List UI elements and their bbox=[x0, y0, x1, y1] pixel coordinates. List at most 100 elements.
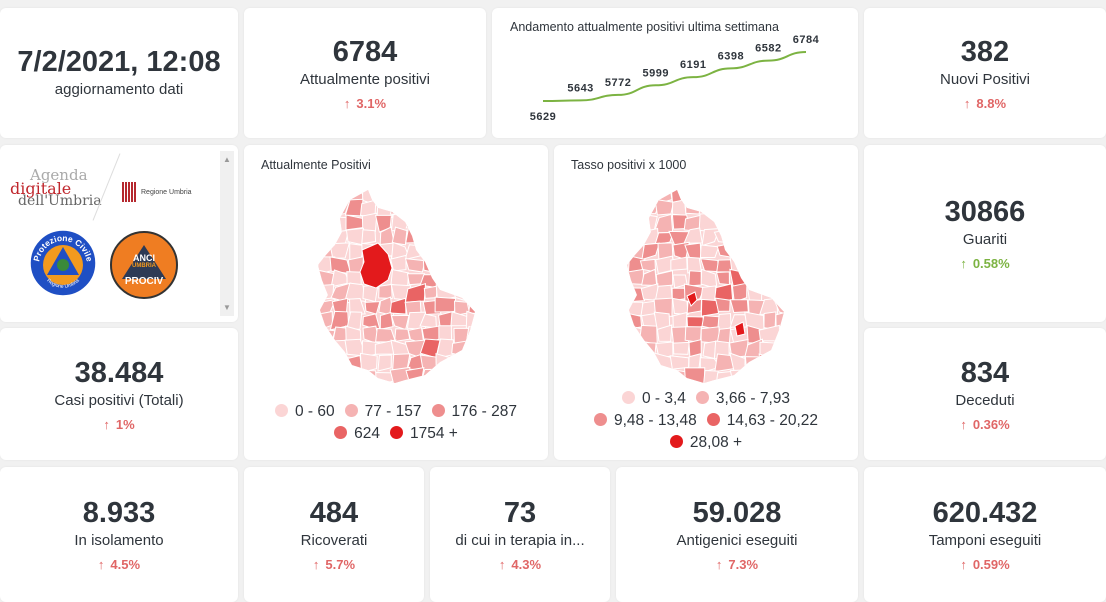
municipality[interactable] bbox=[671, 199, 687, 217]
municipality[interactable] bbox=[626, 228, 644, 248]
municipality[interactable] bbox=[389, 198, 411, 215]
municipality[interactable] bbox=[778, 254, 791, 275]
municipality[interactable] bbox=[422, 214, 438, 232]
municipality[interactable] bbox=[451, 187, 470, 206]
municipality[interactable] bbox=[759, 341, 781, 360]
municipality[interactable] bbox=[653, 297, 673, 317]
municipality[interactable] bbox=[438, 190, 457, 205]
municipality[interactable] bbox=[405, 214, 427, 229]
municipality[interactable] bbox=[424, 202, 440, 219]
municipality[interactable] bbox=[376, 186, 396, 201]
municipality[interactable] bbox=[329, 242, 351, 259]
municipality[interactable] bbox=[465, 354, 483, 374]
municipality[interactable] bbox=[627, 367, 641, 384]
municipality[interactable] bbox=[404, 200, 424, 220]
municipality[interactable] bbox=[453, 258, 470, 276]
municipality[interactable] bbox=[762, 269, 781, 288]
municipality[interactable] bbox=[688, 270, 702, 287]
municipality[interactable] bbox=[760, 367, 778, 383]
municipality[interactable] bbox=[778, 340, 789, 359]
municipality[interactable] bbox=[729, 369, 750, 385]
municipality[interactable] bbox=[684, 367, 706, 387]
municipality[interactable] bbox=[731, 243, 751, 262]
municipality[interactable] bbox=[748, 241, 763, 259]
municipality[interactable] bbox=[465, 272, 483, 290]
municipality[interactable] bbox=[714, 297, 731, 312]
legend-item[interactable]: 0 - 60 bbox=[274, 401, 335, 423]
municipality[interactable] bbox=[419, 240, 438, 262]
municipality[interactable] bbox=[316, 328, 336, 346]
municipality[interactable] bbox=[775, 368, 795, 386]
municipality[interactable] bbox=[453, 242, 472, 260]
municipality[interactable] bbox=[344, 282, 367, 303]
municipality[interactable] bbox=[762, 198, 781, 220]
legend-item[interactable]: 176 - 287 bbox=[431, 401, 517, 423]
municipality[interactable] bbox=[758, 259, 780, 271]
municipality[interactable] bbox=[778, 326, 794, 344]
municipality[interactable] bbox=[405, 227, 425, 244]
municipality[interactable] bbox=[624, 186, 645, 202]
municipality[interactable] bbox=[627, 343, 645, 360]
municipality[interactable] bbox=[435, 367, 455, 384]
municipality[interactable] bbox=[467, 296, 484, 315]
municipality[interactable] bbox=[716, 213, 734, 233]
municipality-perugia[interactable] bbox=[359, 242, 393, 289]
municipality[interactable] bbox=[702, 185, 719, 204]
municipality[interactable] bbox=[451, 367, 467, 386]
municipality[interactable] bbox=[641, 214, 658, 232]
municipality[interactable] bbox=[331, 381, 352, 395]
municipality[interactable] bbox=[391, 226, 408, 246]
municipality[interactable] bbox=[318, 354, 335, 369]
municipality[interactable] bbox=[452, 214, 471, 233]
municipality[interactable] bbox=[437, 241, 454, 257]
municipality[interactable] bbox=[729, 299, 749, 314]
municipality[interactable] bbox=[377, 354, 392, 372]
municipality[interactable] bbox=[702, 369, 719, 386]
municipality[interactable] bbox=[732, 226, 751, 246]
municipality[interactable] bbox=[422, 254, 439, 274]
municipality[interactable] bbox=[434, 296, 457, 313]
municipality[interactable] bbox=[731, 282, 748, 303]
municipality[interactable] bbox=[438, 258, 455, 275]
scroll-up-icon[interactable]: ▲ bbox=[223, 155, 231, 164]
municipality[interactable] bbox=[716, 186, 733, 204]
municipality[interactable] bbox=[331, 357, 351, 370]
municipality[interactable] bbox=[449, 202, 469, 219]
municipality[interactable] bbox=[777, 212, 792, 233]
municipality[interactable] bbox=[669, 355, 690, 370]
municipality[interactable] bbox=[672, 297, 689, 316]
municipality[interactable] bbox=[761, 241, 779, 261]
municipality[interactable] bbox=[653, 367, 671, 385]
municipality[interactable] bbox=[715, 203, 735, 218]
legend-item[interactable]: 1754 + bbox=[390, 423, 458, 445]
municipality[interactable] bbox=[468, 286, 481, 300]
municipality[interactable] bbox=[466, 186, 486, 204]
municipality[interactable] bbox=[394, 328, 411, 343]
municipality[interactable] bbox=[450, 380, 472, 395]
municipality[interactable] bbox=[467, 382, 485, 395]
municipality[interactable] bbox=[627, 200, 646, 217]
municipality[interactable] bbox=[359, 352, 378, 374]
municipality[interactable] bbox=[468, 338, 485, 358]
municipality[interactable] bbox=[729, 212, 751, 232]
municipality[interactable] bbox=[626, 325, 643, 343]
legend-item[interactable]: 14,63 - 20,22 bbox=[706, 410, 818, 432]
municipality-perugia[interactable] bbox=[686, 291, 698, 307]
municipality[interactable] bbox=[625, 354, 646, 371]
municipality[interactable] bbox=[389, 366, 411, 384]
municipality[interactable] bbox=[405, 367, 425, 386]
municipality[interactable] bbox=[683, 186, 704, 205]
municipality[interactable] bbox=[638, 352, 658, 372]
umbria-map-positivi[interactable] bbox=[244, 145, 548, 395]
legend-item[interactable]: 9,48 - 13,48 bbox=[593, 410, 697, 432]
municipality[interactable] bbox=[361, 229, 377, 245]
legend-item[interactable]: 3,66 - 7,93 bbox=[695, 388, 790, 410]
municipality[interactable] bbox=[378, 283, 393, 300]
municipality[interactable] bbox=[435, 338, 455, 360]
municipality[interactable] bbox=[452, 353, 469, 371]
municipality[interactable] bbox=[744, 256, 765, 273]
municipality[interactable] bbox=[465, 254, 485, 276]
municipality[interactable] bbox=[330, 229, 350, 245]
municipality[interactable] bbox=[654, 198, 675, 216]
municipality[interactable] bbox=[363, 384, 379, 395]
